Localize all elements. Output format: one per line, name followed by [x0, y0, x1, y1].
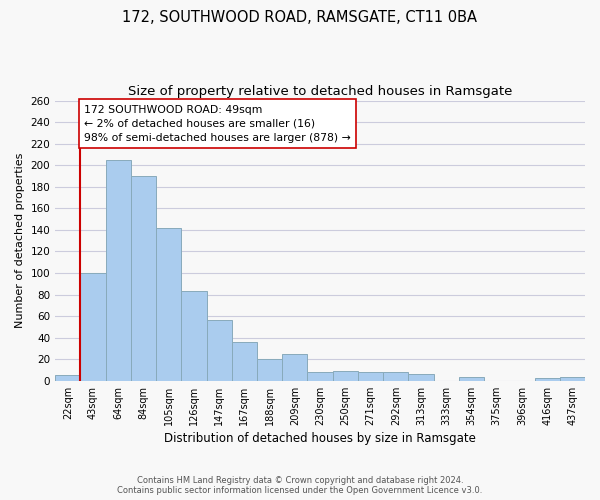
- X-axis label: Distribution of detached houses by size in Ramsgate: Distribution of detached houses by size …: [164, 432, 476, 445]
- Bar: [55, 376, 80, 381]
- Bar: [206, 320, 232, 381]
- Text: 172 SOUTHWOOD ROAD: 49sqm
← 2% of detached houses are smaller (16)
98% of semi-d: 172 SOUTHWOOD ROAD: 49sqm ← 2% of detach…: [84, 105, 351, 143]
- Bar: [332, 371, 358, 381]
- Bar: [560, 376, 585, 381]
- Bar: [409, 374, 434, 381]
- Bar: [358, 372, 383, 381]
- Bar: [282, 354, 307, 381]
- Bar: [307, 372, 332, 381]
- Y-axis label: Number of detached properties: Number of detached properties: [15, 153, 25, 328]
- Bar: [156, 228, 181, 381]
- Text: 172, SOUTHWOOD ROAD, RAMSGATE, CT11 0BA: 172, SOUTHWOOD ROAD, RAMSGATE, CT11 0BA: [122, 10, 478, 25]
- Title: Size of property relative to detached houses in Ramsgate: Size of property relative to detached ho…: [128, 85, 512, 98]
- Bar: [181, 292, 206, 381]
- Bar: [80, 273, 106, 381]
- Bar: [106, 160, 131, 381]
- Bar: [257, 360, 282, 381]
- Bar: [459, 376, 484, 381]
- Bar: [232, 342, 257, 381]
- Text: Contains HM Land Registry data © Crown copyright and database right 2024.
Contai: Contains HM Land Registry data © Crown c…: [118, 476, 482, 495]
- Bar: [131, 176, 156, 381]
- Bar: [383, 372, 409, 381]
- Bar: [535, 378, 560, 381]
